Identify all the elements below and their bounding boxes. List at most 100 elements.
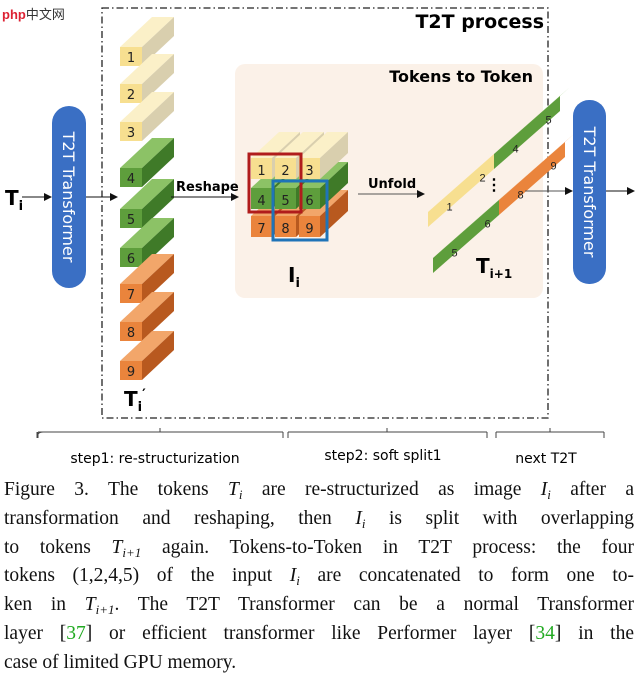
caption-line: case of limited GPU memory. [4,649,634,678]
column-token: 1 [120,17,174,66]
t2t-figure: T2T process Tokens to Token Ti T2T Trans… [5,7,635,467]
token-number: 5 [281,194,289,209]
caption-text: . The T2T Transformer can be a normal Tr… [114,594,634,616]
caption-text: tokens (1,2,4,5) of the input [4,565,290,587]
column-token: 8 [120,292,174,341]
token-number: 2 [281,164,289,179]
math-subscript: i [296,573,300,589]
output-lower-token: 8 [499,162,542,215]
math-symbol: I [540,479,548,500]
output-lower-token: 9 [532,133,575,186]
caption-text: are concatenated to form one to- [299,565,634,587]
caption-text: after a [550,479,634,500]
t2t-process-box [101,7,549,419]
output-upper-token: 5 [527,87,570,140]
output-lower-token: 5 [433,220,476,273]
math-subscript: i+1 [122,544,142,560]
token-number: 6 [485,219,491,231]
column-token: 3 [120,92,174,141]
token-number: 3 [127,126,135,141]
output-lower-token: 6 [466,191,509,244]
caption-line: layer [37] or efficient transformer like… [4,620,634,649]
caption-line: to tokens Ti+1 again. Tokens-to-Token in… [4,534,634,563]
input-label: Ti [5,186,23,214]
token-number: 6 [127,252,135,267]
token-column: 1 2 3 4 5 6 7 8 9 [120,17,174,380]
step2-label: step2: soft split1 [324,448,441,464]
column-token: 7 [120,254,174,303]
token-number: 5 [452,248,458,260]
math-subscript: i+1 [95,602,115,618]
output-upper-token: 2 [461,145,504,198]
citation-link[interactable]: 37 [66,622,86,644]
caption-text: ken in [4,594,85,616]
caption-text: are re-structurized as image [242,479,541,500]
step1-label: step1: re-structurization [70,451,239,467]
grid-token: 3 [299,132,348,179]
caption-text: Figure 3. The tokens [4,479,228,500]
caption-text: case of limited GPU memory. [4,651,237,673]
token-number: 2 [480,173,486,185]
caption-text: transformation and reshaping, then [4,507,356,529]
brace-next [495,428,605,438]
token-number: 8 [127,326,135,341]
output-label: Ti+1 [476,254,512,281]
token-number: 6 [305,194,313,209]
math-subscript: i [238,487,243,502]
token-number: 5 [546,115,552,127]
token-number: 4 [257,194,265,209]
column-token: 6 [120,218,174,267]
transformer-right-label: T2T Transformer [580,126,599,258]
token-number: 8 [518,190,524,202]
red-window [247,152,303,214]
token-number: 1 [257,164,265,179]
math-subscript: i [361,515,366,531]
token-number: 7 [127,288,135,303]
grid-label: Ii [288,263,300,291]
reshape-label: Reshape [176,180,239,195]
math-symbol: I [355,507,362,529]
caption-line: transformation and reshaping, then Ii is… [4,505,634,534]
t2t-transformer-left [52,106,86,288]
caption-text: to tokens [4,536,112,558]
figure-caption: Figure 3. The tokens Ti are re-structuri… [4,476,634,678]
unfold-label: Unfold [368,177,416,192]
caption-line: Figure 3. The tokens Ti are re-structuri… [4,476,634,505]
output-upper-token: 1 [428,174,471,227]
watermark-brand: php [2,7,26,22]
token-number: 8 [281,222,289,237]
output-upper-token: 4 [494,116,537,169]
caption-text: layer [ [4,622,67,644]
brace-step2 [287,428,488,438]
math-symbol: T [227,479,239,500]
caption-line: ken in Ti+1. The T2T Transformer can be … [4,591,634,620]
column-label: Ti′ [124,387,146,415]
token-number: 9 [551,161,557,173]
caption-text: is split with overlapping [365,507,634,529]
math-symbol: T [111,536,123,558]
panel-title: Tokens to Token [389,67,533,86]
caption-text: ] or efficient transformer like Performe… [85,622,536,644]
token-number: 3 [305,164,313,179]
step-braces [36,428,605,439]
token-number: 1 [127,51,135,66]
blue-window [271,179,329,242]
brace-step1 [37,428,284,438]
column-token: 9 [120,331,174,380]
next-t2t-label: next T2T [515,451,577,467]
token-number: 1 [447,202,453,214]
output-tokens: 1 2 4 5 5 6 8 9 [428,87,575,273]
caption-text: again. Tokens-to-Token in T2T process: t… [141,536,634,558]
citation-link[interactable]: 34 [535,622,555,644]
token-number: 5 [127,213,135,228]
output-ellipsis: ⋮ [486,177,502,194]
column-token: 4 [120,138,174,187]
token-number: 2 [127,88,135,103]
transformer-left-label: T2T Transformer [59,131,78,263]
column-token: 5 [120,179,174,228]
caption-text: ] in the [554,622,635,644]
math-symbol: T [84,594,96,616]
t2t-transformer-right [573,100,606,284]
token-number: 4 [127,172,135,187]
watermark-site: 中文网 [25,7,65,22]
